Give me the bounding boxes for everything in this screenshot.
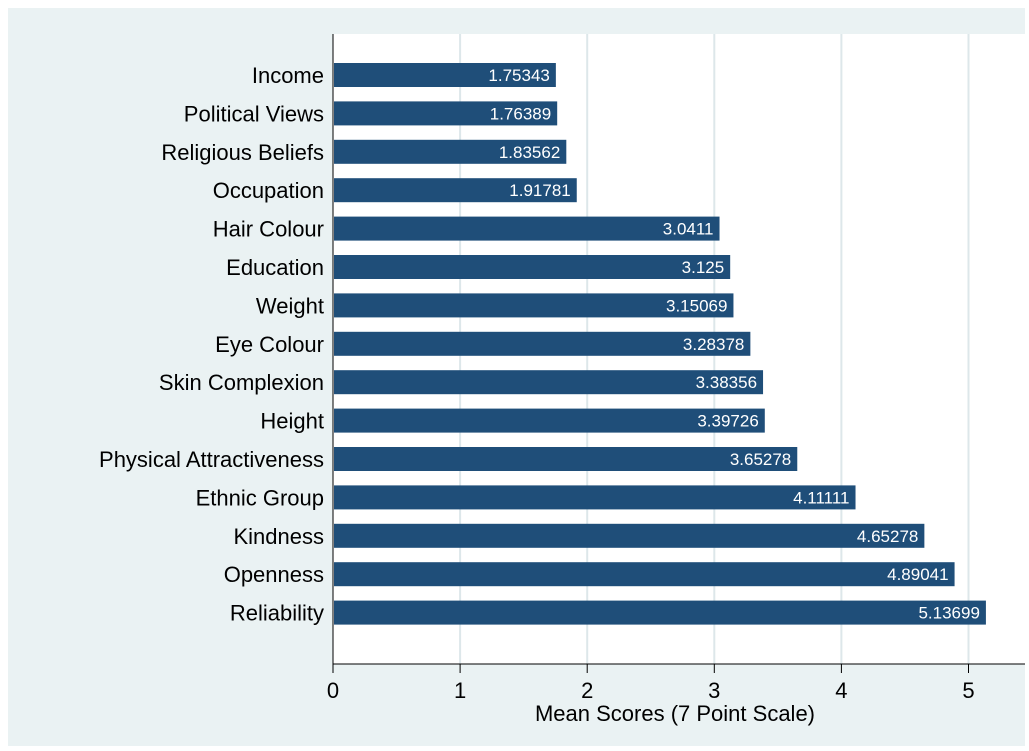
x-tick-label: 4 bbox=[835, 678, 847, 703]
category-label: Height bbox=[260, 409, 324, 434]
category-label: Kindness bbox=[233, 524, 324, 549]
bar bbox=[334, 293, 734, 318]
bar bbox=[334, 562, 955, 587]
category-label: Openness bbox=[224, 562, 324, 587]
category-label: Political Views bbox=[184, 101, 324, 126]
category-label: Skin Complexion bbox=[159, 370, 324, 395]
bar-value-label: 4.89041 bbox=[887, 565, 948, 584]
bar-value-label: 3.65278 bbox=[730, 450, 791, 469]
category-label: Physical Attractiveness bbox=[99, 447, 324, 472]
x-tick-label: 0 bbox=[327, 678, 339, 703]
category-label: Ethnic Group bbox=[196, 485, 324, 510]
category-label: Religious Beliefs bbox=[161, 140, 324, 165]
bar bbox=[334, 485, 856, 510]
chart-frame: 1.75343 1.76389 1.83562 1.91781 3.0411 3.125 3… bbox=[8, 8, 1025, 746]
bar-value-label: 3.28378 bbox=[683, 335, 744, 354]
bar-value-label: 4.11111 bbox=[793, 488, 849, 507]
bar bbox=[334, 101, 558, 126]
x-tick-labels: 0 1 2 3 4 5 bbox=[327, 664, 975, 703]
bar bbox=[334, 523, 925, 548]
bars: 1.75343 1.76389 1.83562 1.91781 3.0411 3.125 3… bbox=[334, 63, 986, 625]
axes bbox=[332, 34, 1025, 665]
bar-value-label: 1.75343 bbox=[488, 66, 549, 85]
bar-value-label: 1.83562 bbox=[499, 143, 560, 162]
bar bbox=[334, 63, 556, 87]
category-label: Weight bbox=[256, 293, 324, 318]
bar-value-label: 1.76389 bbox=[490, 104, 551, 123]
bar-value-label: 5.13699 bbox=[918, 604, 979, 623]
category-label: Occupation bbox=[213, 178, 324, 203]
category-label: Reliability bbox=[230, 601, 324, 626]
bar-value-label: 3.39726 bbox=[697, 412, 758, 431]
bar bbox=[334, 178, 577, 203]
category-label: Hair Colour bbox=[213, 217, 324, 242]
category-label: Income bbox=[252, 63, 324, 88]
x-tick-label: 3 bbox=[708, 678, 720, 703]
bar bbox=[334, 447, 798, 471]
bar bbox=[334, 331, 751, 356]
bar-value-label: 3.125 bbox=[682, 258, 725, 277]
x-tick-label: 2 bbox=[581, 678, 593, 703]
bar-value-label: 3.0411 bbox=[663, 220, 714, 239]
bar-value-label: 4.65278 bbox=[857, 527, 918, 546]
bar-value-label: 1.91781 bbox=[509, 181, 570, 200]
x-axis-title: Mean Scores (7 Point Scale) bbox=[535, 701, 815, 726]
bar bbox=[334, 255, 731, 279]
x-tick-label: 5 bbox=[962, 678, 974, 703]
bar bbox=[334, 216, 720, 241]
bar bbox=[334, 139, 567, 164]
bar bbox=[334, 408, 765, 433]
bar-chart: 1.75343 1.76389 1.83562 1.91781 3.0411 3.125 3… bbox=[99, 34, 1025, 726]
bar bbox=[334, 600, 986, 625]
category-labels: Income Political Views Religious Beliefs Oc… bbox=[99, 63, 324, 626]
bar-value-label: 3.15069 bbox=[666, 296, 727, 315]
x-tick-label: 1 bbox=[454, 678, 466, 703]
category-label: Education bbox=[226, 255, 324, 280]
category-label: Eye Colour bbox=[215, 332, 324, 357]
bar-value-label: 3.38356 bbox=[696, 373, 757, 392]
bar bbox=[334, 370, 764, 395]
